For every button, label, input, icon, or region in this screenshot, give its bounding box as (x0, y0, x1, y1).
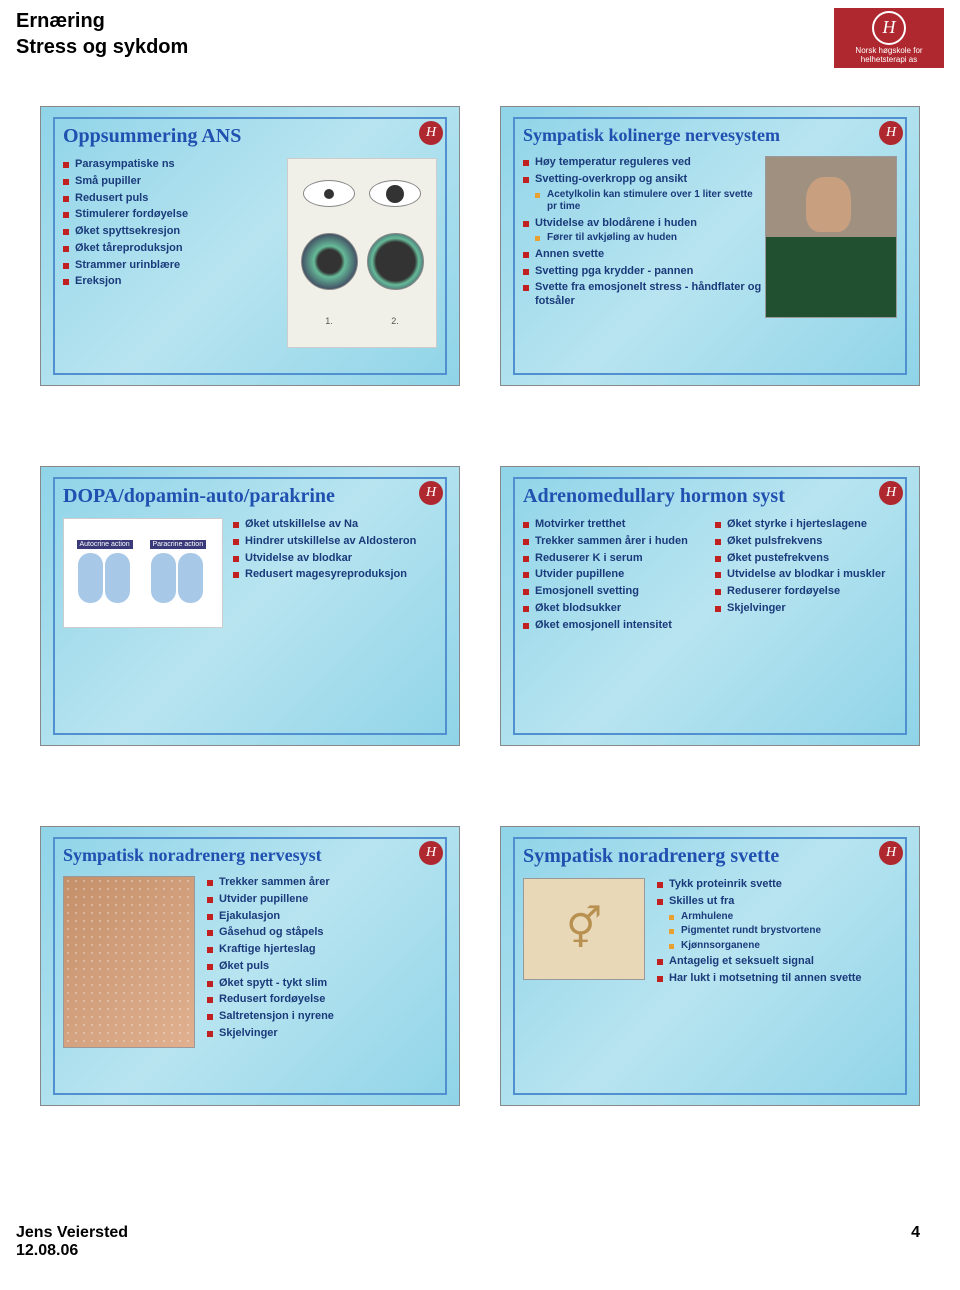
list-item: Annen svette (523, 248, 765, 262)
slide-noradrenerg-svette: H Sympatisk noradrenerg svette ⚥ Tykk pr… (500, 826, 920, 1106)
page-footer: Jens Veiersted 12.08.06 4 (0, 1216, 960, 1276)
slide-logo-icon: H (879, 841, 903, 865)
list-item: Strammer urinblære (63, 259, 287, 273)
list-item: Reduserer K i serum (523, 552, 705, 566)
list-item: Svette fra emosjonelt stress - håndflate… (523, 281, 765, 309)
list-item: Ereksjon (63, 275, 287, 289)
sub-item: Fører til avkjøling av huden (535, 232, 765, 245)
list-item: Hindrer utskillelse av Aldosteron (233, 535, 437, 549)
list-item: Har lukt i motsetning til annen svette (657, 972, 897, 986)
list-item: Øket blodsukker (523, 602, 705, 616)
slide-logo-icon: H (419, 481, 443, 505)
autocrine-diagram: Autocrine action Paracrine action (63, 518, 223, 628)
list-item: Gåsehud og ståpels (207, 926, 437, 940)
list-item: Skilles ut fra Armhulene Pigmentet rundt… (657, 895, 897, 952)
bullet-list: Trekker sammen årer Utvider pupillene Ej… (207, 876, 437, 1041)
slide-title: Sympatisk noradrenerg nervesyst (63, 845, 445, 866)
list-item: Skjelvinger (207, 1027, 437, 1041)
list-item: Motvirker tretthet (523, 518, 705, 532)
bullet-list: Motvirker tretthet Trekker sammen årer i… (523, 518, 705, 632)
bullet-list: Tykk proteinrik svette Skilles ut fra Ar… (657, 878, 897, 986)
slide-title: Sympatisk noradrenerg svette (523, 845, 905, 868)
list-item: Øket pustefrekvens (715, 552, 897, 566)
list-item: Utvider pupillene (523, 568, 705, 582)
gender-image: ⚥ (523, 878, 645, 980)
header-line1: Ernæring (16, 8, 188, 34)
list-item: Utvider pupillene (207, 893, 437, 907)
logo: H Norsk høgskole for helhetsterapi as (834, 8, 944, 68)
list-item: Tykk proteinrik svette (657, 878, 897, 892)
cell-label: Paracrine action (150, 540, 207, 549)
list-item: Øket spytt - tykt slim (207, 977, 437, 991)
bullet-list: Høy temperatur reguleres ved Svetting-ov… (523, 156, 765, 309)
list-item: Utvidelse av blodårene i huden Fører til… (523, 217, 765, 245)
sub-item: Kjønnsorganene (669, 940, 897, 953)
bullet-list: Øket styrke i hjerteslagene Øket pulsfre… (715, 518, 897, 616)
header-line2: Stress og sykdom (16, 34, 188, 60)
list-item: Reduserer fordøyelse (715, 585, 897, 599)
list-item: Svetting pga krydder - pannen (523, 265, 765, 279)
logo-text: Norsk høgskole for helhetsterapi as (834, 47, 944, 65)
list-item: Saltretensjon i nyrene (207, 1010, 437, 1024)
slide-noradrenerg-nervesyst: H Sympatisk noradrenerg nervesyst Trekke… (40, 826, 460, 1106)
list-item: Antagelig et seksuelt signal (657, 955, 897, 969)
list-item: Øket emosjonell intensitet (523, 619, 705, 633)
list-item: Trekker sammen årer i huden (523, 535, 705, 549)
slide-title: DOPA/dopamin-auto/parakrine (63, 485, 445, 508)
list-item: Øket styrke i hjerteslagene (715, 518, 897, 532)
list-item: Øket tåreproduksjon (63, 242, 287, 256)
slide-title: Adrenomedullary hormon syst (523, 485, 905, 508)
bullet-list: Øket utskillelse av Na Hindrer utskillel… (233, 518, 437, 582)
list-item: Trekker sammen årer (207, 876, 437, 890)
slide-oppsummering: H Oppsummering ANS Parasympatiske ns Små… (40, 106, 460, 386)
slide-logo-icon: H (419, 121, 443, 145)
page-header: Ernæring Stress og sykdom H Norsk høgsko… (0, 0, 960, 76)
list-item: Redusert fordøyelse (207, 993, 437, 1007)
slide-dopa: H DOPA/dopamin-auto/parakrine Autocrine … (40, 466, 460, 746)
list-item: Redusert puls (63, 192, 287, 206)
list-item: Øket pulsfrekvens (715, 535, 897, 549)
list-item: Små pupiller (63, 175, 287, 189)
list-item: Redusert magesyreproduksjon (233, 568, 437, 582)
img-label: 1. (325, 316, 333, 326)
slide-sympatisk-kolinerge: H Sympatisk kolinerge nervesystem Høy te… (500, 106, 920, 386)
sub-item: Armhulene (669, 911, 897, 924)
slide-row: H Sympatisk noradrenerg nervesyst Trekke… (40, 826, 920, 1106)
skin-image (63, 876, 195, 1048)
footer-author: Jens Veiersted (16, 1224, 128, 1242)
list-item: Skjelvinger (715, 602, 897, 616)
slide-row: H DOPA/dopamin-auto/parakrine Autocrine … (40, 466, 920, 746)
slide-logo-icon: H (879, 481, 903, 505)
eye-diagram: 1. 2. (287, 158, 437, 348)
list-item: Utvidelse av blodkar i muskler (715, 568, 897, 582)
list-item: Stimulerer fordøyelse (63, 208, 287, 222)
list-item: Svetting-overkropp og ansikt Acetylkolin… (523, 173, 765, 214)
list-item: Øket puls (207, 960, 437, 974)
footer-page: 4 (911, 1224, 920, 1260)
list-item: Øket utskillelse av Na (233, 518, 437, 532)
sub-item: Acetylkolin kan stimulere over 1 liter s… (535, 189, 765, 214)
sub-item: Pigmentet rundt brystvortene (669, 925, 897, 938)
img-label: 2. (391, 316, 399, 326)
list-item: Emosjonell svetting (523, 585, 705, 599)
list-item: Kraftige hjerteslag (207, 943, 437, 957)
logo-h-icon: H (872, 11, 906, 45)
slide-title: Oppsummering ANS (63, 125, 445, 148)
list-item: Ejakulasjon (207, 910, 437, 924)
header-title: Ernæring Stress og sykdom (16, 8, 188, 60)
slide-title: Sympatisk kolinerge nervesystem (523, 125, 905, 146)
slides-container: H Oppsummering ANS Parasympatiske ns Små… (0, 76, 960, 1216)
footer-date: 12.08.06 (16, 1242, 128, 1260)
slide-logo-icon: H (879, 121, 903, 145)
cell-label: Autocrine action (77, 540, 133, 549)
person-image (765, 156, 897, 318)
slide-adrenomedullary: H Adrenomedullary hormon syst Motvirker … (500, 466, 920, 746)
list-item: Øket spyttsekresjon (63, 225, 287, 239)
bullet-list: Parasympatiske ns Små pupiller Redusert … (63, 158, 287, 289)
list-item: Utvidelse av blodkar (233, 552, 437, 566)
slide-logo-icon: H (419, 841, 443, 865)
slide-row: H Oppsummering ANS Parasympatiske ns Små… (40, 106, 920, 386)
list-item: Parasympatiske ns (63, 158, 287, 172)
list-item: Høy temperatur reguleres ved (523, 156, 765, 170)
